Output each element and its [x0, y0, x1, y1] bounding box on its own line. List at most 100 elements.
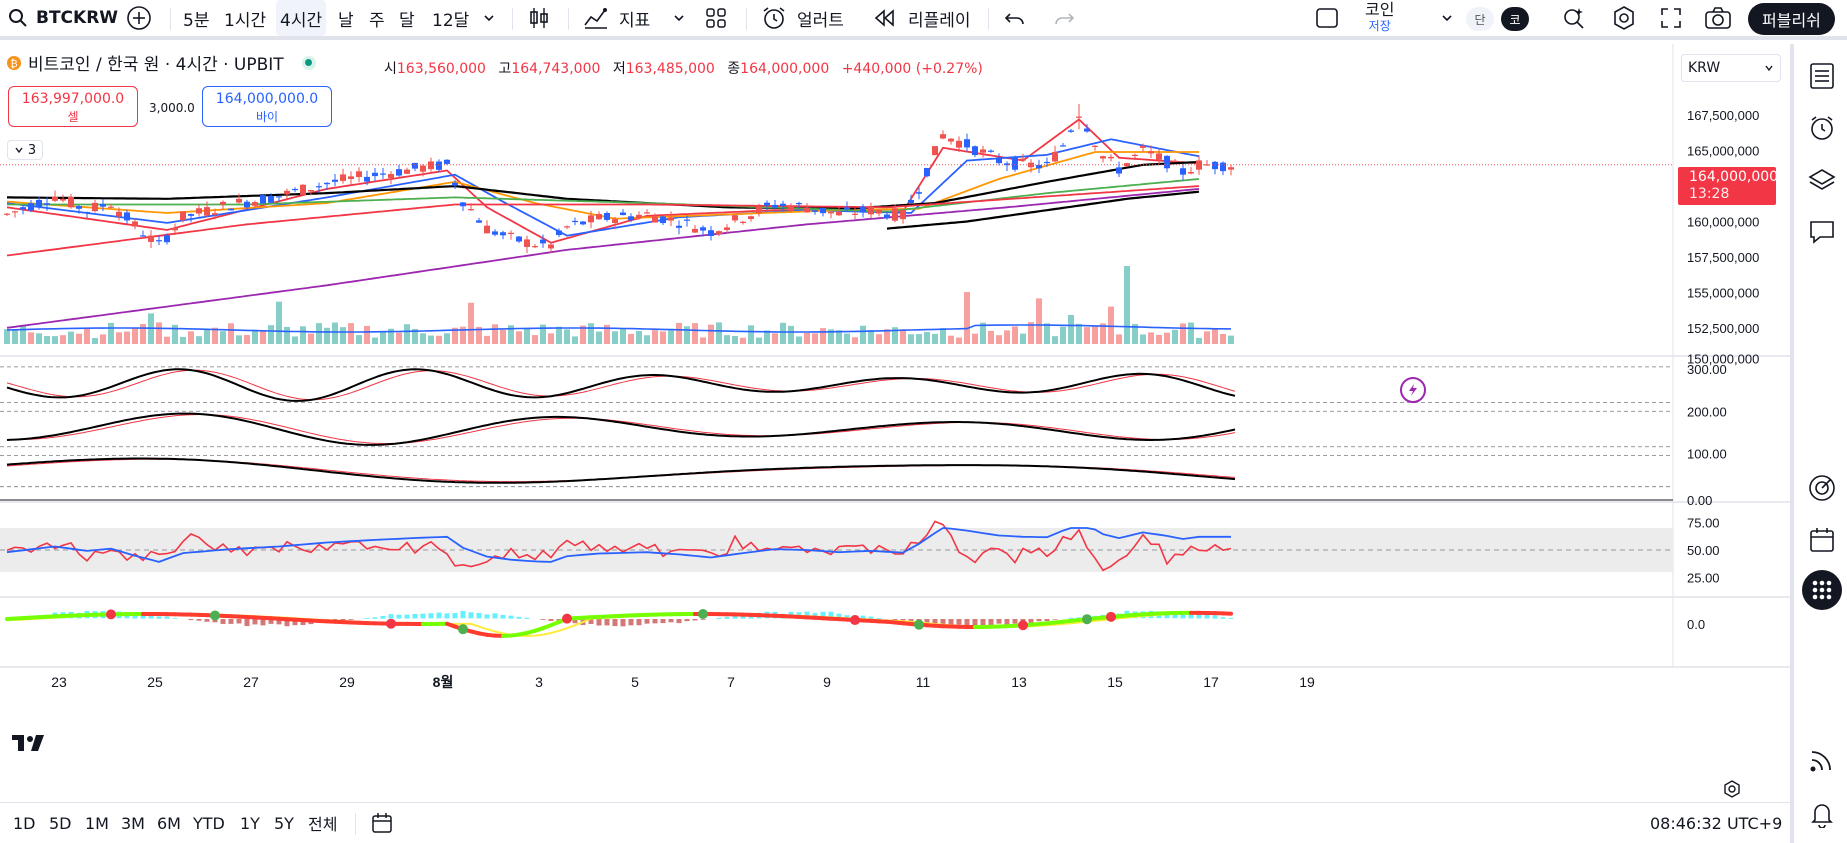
- volume-bar: [948, 335, 954, 344]
- clock-timezone[interactable]: 08:46:32 UTC+9: [1650, 805, 1782, 841]
- layout-menu-dropdown[interactable]: [1440, 0, 1454, 36]
- notifications-button[interactable]: [1804, 796, 1840, 832]
- range-1m[interactable]: 1M: [85, 805, 109, 841]
- calendar-icon: [1810, 528, 1834, 552]
- chat-button[interactable]: [1804, 214, 1840, 250]
- fullscreen-button[interactable]: [1659, 0, 1683, 36]
- alerts-panel-button[interactable]: [1804, 110, 1840, 146]
- watchlist-button[interactable]: [1804, 58, 1840, 94]
- volume-bar: [60, 335, 66, 344]
- volume-bar: [1028, 322, 1034, 344]
- quick-search-button[interactable]: [1561, 0, 1587, 36]
- interval-dropdown[interactable]: [482, 0, 496, 36]
- volume-bar: [292, 336, 298, 344]
- indicators-collapse-toggle[interactable]: 3: [7, 140, 43, 160]
- volume-bar: [180, 336, 186, 344]
- coin-mode-toggle[interactable]: 코: [1501, 7, 1529, 31]
- macd-histogram-bar: [732, 615, 738, 619]
- alert-button[interactable]: 얼러트: [761, 0, 844, 36]
- object-tree-button[interactable]: [1804, 162, 1840, 198]
- interval-week[interactable]: 주: [369, 0, 385, 36]
- indicator-count: 3: [27, 142, 37, 158]
- volume-bar: [1068, 314, 1074, 344]
- compare-symbol-button[interactable]: [126, 0, 152, 36]
- interval-12month[interactable]: 12달: [432, 0, 469, 36]
- volume-bar: [556, 326, 562, 344]
- close-value: 164,000,000: [740, 61, 830, 77]
- volume-bar: [604, 324, 610, 344]
- indicators-button[interactable]: 지표: [583, 0, 650, 36]
- low-value: 163,485,000: [625, 61, 715, 77]
- candle: [964, 139, 970, 148]
- range-3m[interactable]: 3M: [121, 805, 145, 841]
- ideas-button[interactable]: [1804, 470, 1840, 506]
- interval-day[interactable]: 날: [338, 0, 354, 36]
- macd-histogram-bar: [212, 619, 218, 623]
- macd-axis-label: 0.0: [1687, 617, 1705, 632]
- interval-1h[interactable]: 1시간: [224, 0, 266, 36]
- volume-bar: [756, 337, 762, 344]
- single-mode-toggle[interactable]: 단: [1466, 7, 1494, 31]
- volume-bar: [228, 323, 234, 344]
- candle: [12, 211, 18, 213]
- calendar-panel-button[interactable]: [1804, 522, 1840, 558]
- candle: [276, 196, 282, 198]
- currency-select[interactable]: KRW: [1681, 54, 1781, 82]
- events-marker[interactable]: [1400, 377, 1426, 403]
- volume-bar: [4, 329, 10, 344]
- volume-bar: [700, 337, 706, 344]
- tradingview-logo[interactable]: [12, 733, 52, 757]
- settings-button[interactable]: [1611, 0, 1637, 36]
- redo-button[interactable]: [1052, 0, 1076, 36]
- volume-bar: [1164, 332, 1170, 344]
- streams-button[interactable]: [1804, 742, 1840, 778]
- volume-bar: [116, 332, 122, 344]
- layout-name-button[interactable]: 코인 저장: [1365, 0, 1394, 36]
- symbol-title[interactable]: ₿ 비트코인 / 한국 원 · 4시간 · UPBIT: [6, 50, 316, 75]
- buy-button[interactable]: 164,000,000.0 바이: [202, 86, 332, 127]
- chart-canvas[interactable]: 167,500,000165,000,000162,500,000160,000…: [0, 44, 1790, 802]
- symbol-search[interactable]: BTCKRW: [8, 0, 118, 36]
- interval-month[interactable]: 달: [399, 0, 415, 36]
- undo-button[interactable]: [1003, 0, 1027, 36]
- range-6m[interactable]: 6M: [157, 805, 181, 841]
- interval-5m[interactable]: 5분: [183, 0, 209, 36]
- chart-type-button[interactable]: [526, 0, 552, 36]
- macd-histogram-bar: [444, 613, 450, 619]
- layouts-button[interactable]: [704, 0, 728, 36]
- fullscreen-toggle-button[interactable]: [1315, 0, 1339, 36]
- candle: [1020, 158, 1026, 161]
- replay-button[interactable]: 리플레이: [872, 0, 971, 36]
- macd-histogram-bar: [572, 619, 578, 624]
- volume-bar: [972, 333, 978, 344]
- range-1d[interactable]: 1D: [13, 805, 36, 841]
- volume-bar: [652, 330, 658, 344]
- indicator-templates-dropdown[interactable]: [672, 0, 686, 36]
- publish-button[interactable]: 퍼블리쉬: [1748, 3, 1835, 35]
- time-axis-settings[interactable]: [1723, 780, 1741, 802]
- candle: [1156, 153, 1162, 160]
- macd-histogram-bar: [228, 619, 234, 624]
- sell-button[interactable]: 163,997,000.0 셀: [8, 86, 138, 127]
- range-ytd[interactable]: YTD: [193, 805, 225, 841]
- interval-4h[interactable]: 4시간: [276, 0, 327, 36]
- snapshot-button[interactable]: [1704, 0, 1732, 36]
- candle: [124, 212, 130, 221]
- chevron-down-icon: [15, 147, 23, 154]
- range-5d[interactable]: 5D: [49, 805, 72, 841]
- candle: [924, 168, 930, 177]
- macd-histogram-bar: [220, 619, 226, 624]
- range-5y[interactable]: 5Y: [274, 805, 294, 841]
- macd-histogram-bar: [1220, 617, 1226, 619]
- apps-button[interactable]: [1802, 570, 1842, 610]
- macd-histogram-bar: [396, 614, 402, 619]
- volume-bar: [140, 324, 146, 344]
- goto-date-button[interactable]: [370, 805, 394, 841]
- volume-bar: [156, 322, 162, 344]
- candle: [268, 195, 274, 203]
- volume-bar: [108, 322, 114, 344]
- volume-bar: [1092, 326, 1098, 344]
- range-1y[interactable]: 1Y: [240, 805, 260, 841]
- range-all[interactable]: 전체: [308, 805, 337, 841]
